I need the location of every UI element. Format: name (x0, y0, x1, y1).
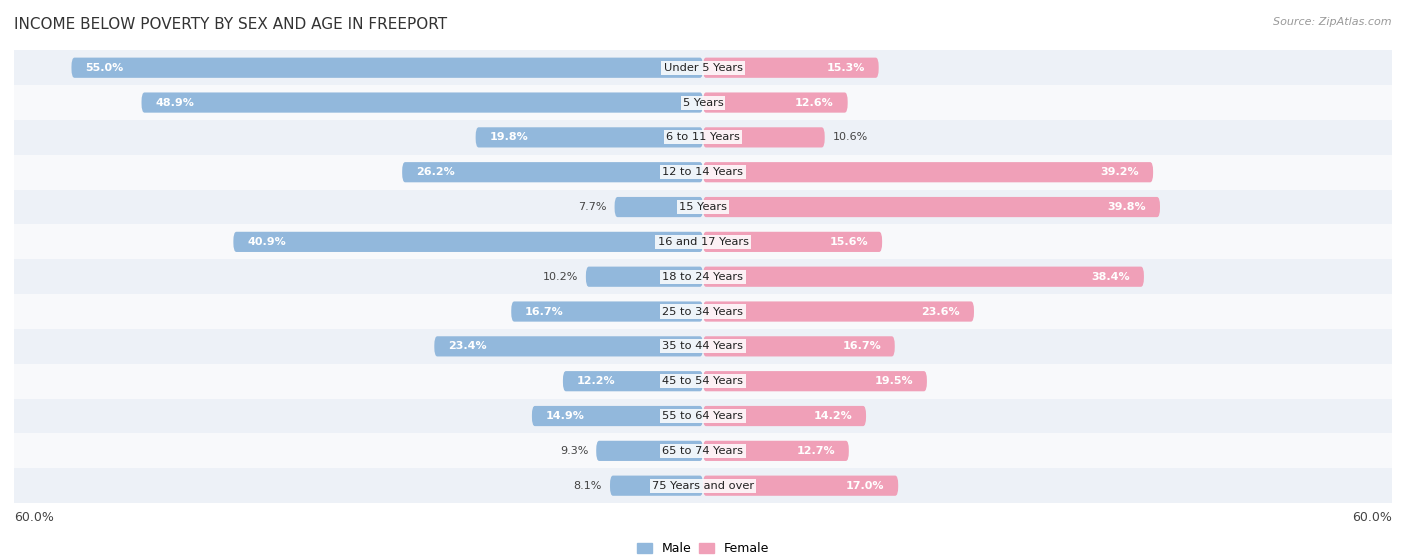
Text: 40.9%: 40.9% (247, 237, 285, 247)
Bar (14, 50, 1392, 85)
Text: 15 Years: 15 Years (679, 202, 727, 212)
Text: 9.3%: 9.3% (560, 446, 588, 456)
FancyBboxPatch shape (703, 440, 849, 461)
Bar (14, 329, 1392, 364)
Bar (14, 259, 1392, 294)
Text: Under 5 Years: Under 5 Years (664, 63, 742, 73)
FancyBboxPatch shape (596, 440, 703, 461)
Text: 60.0%: 60.0% (14, 511, 53, 524)
Text: 23.6%: 23.6% (921, 306, 960, 316)
FancyBboxPatch shape (586, 267, 703, 287)
Text: 39.2%: 39.2% (1101, 167, 1139, 177)
Text: 16.7%: 16.7% (842, 342, 882, 352)
Bar (14, 120, 1392, 155)
FancyBboxPatch shape (703, 162, 1153, 182)
Bar (14, 85, 1392, 120)
FancyBboxPatch shape (233, 232, 703, 252)
FancyBboxPatch shape (703, 232, 882, 252)
FancyBboxPatch shape (512, 301, 703, 321)
Text: 48.9%: 48.9% (155, 98, 194, 107)
Text: 12.7%: 12.7% (796, 446, 835, 456)
Text: 26.2%: 26.2% (416, 167, 454, 177)
Bar (14, 433, 1392, 468)
Bar (14, 190, 1392, 225)
Text: 17.0%: 17.0% (846, 481, 884, 491)
Text: Source: ZipAtlas.com: Source: ZipAtlas.com (1274, 17, 1392, 27)
Text: 12.2%: 12.2% (576, 376, 616, 386)
FancyBboxPatch shape (531, 406, 703, 426)
Bar (14, 225, 1392, 259)
FancyBboxPatch shape (402, 162, 703, 182)
FancyBboxPatch shape (703, 197, 1160, 217)
Text: INCOME BELOW POVERTY BY SEX AND AGE IN FREEPORT: INCOME BELOW POVERTY BY SEX AND AGE IN F… (14, 17, 447, 32)
FancyBboxPatch shape (703, 267, 1144, 287)
FancyBboxPatch shape (72, 58, 703, 78)
FancyBboxPatch shape (703, 371, 927, 391)
Bar (14, 155, 1392, 190)
Text: 35 to 44 Years: 35 to 44 Years (662, 342, 744, 352)
FancyBboxPatch shape (614, 197, 703, 217)
Bar (14, 364, 1392, 399)
Text: 55.0%: 55.0% (86, 63, 124, 73)
Text: 12.6%: 12.6% (796, 98, 834, 107)
Legend: Male, Female: Male, Female (631, 537, 775, 559)
FancyBboxPatch shape (703, 92, 848, 113)
Text: 75 Years and over: 75 Years and over (652, 481, 754, 491)
FancyBboxPatch shape (703, 476, 898, 496)
Text: 25 to 34 Years: 25 to 34 Years (662, 306, 744, 316)
FancyBboxPatch shape (562, 371, 703, 391)
Text: 60.0%: 60.0% (1353, 511, 1392, 524)
Text: 19.5%: 19.5% (875, 376, 912, 386)
FancyBboxPatch shape (703, 58, 879, 78)
Text: 38.4%: 38.4% (1091, 272, 1130, 282)
Text: 15.3%: 15.3% (827, 63, 865, 73)
Text: 45 to 54 Years: 45 to 54 Years (662, 376, 744, 386)
Text: 16.7%: 16.7% (524, 306, 564, 316)
FancyBboxPatch shape (703, 337, 894, 357)
Text: 19.8%: 19.8% (489, 132, 529, 143)
Text: 15.6%: 15.6% (830, 237, 869, 247)
Text: 12 to 14 Years: 12 to 14 Years (662, 167, 744, 177)
FancyBboxPatch shape (475, 127, 703, 148)
Text: 6 to 11 Years: 6 to 11 Years (666, 132, 740, 143)
Text: 5 Years: 5 Years (683, 98, 723, 107)
Text: 39.8%: 39.8% (1108, 202, 1146, 212)
FancyBboxPatch shape (434, 337, 703, 357)
Text: 55 to 64 Years: 55 to 64 Years (662, 411, 744, 421)
Bar (14, 294, 1392, 329)
Text: 7.7%: 7.7% (578, 202, 606, 212)
FancyBboxPatch shape (142, 92, 703, 113)
FancyBboxPatch shape (703, 127, 825, 148)
Text: 18 to 24 Years: 18 to 24 Years (662, 272, 744, 282)
Text: 16 and 17 Years: 16 and 17 Years (658, 237, 748, 247)
Text: 65 to 74 Years: 65 to 74 Years (662, 446, 744, 456)
FancyBboxPatch shape (703, 406, 866, 426)
Text: 8.1%: 8.1% (574, 481, 602, 491)
FancyBboxPatch shape (703, 301, 974, 321)
Text: 14.2%: 14.2% (814, 411, 852, 421)
Bar (14, 399, 1392, 433)
Text: 14.9%: 14.9% (546, 411, 585, 421)
FancyBboxPatch shape (610, 476, 703, 496)
Text: 10.2%: 10.2% (543, 272, 578, 282)
Text: 23.4%: 23.4% (449, 342, 486, 352)
Bar (14, 468, 1392, 503)
Text: 10.6%: 10.6% (832, 132, 868, 143)
